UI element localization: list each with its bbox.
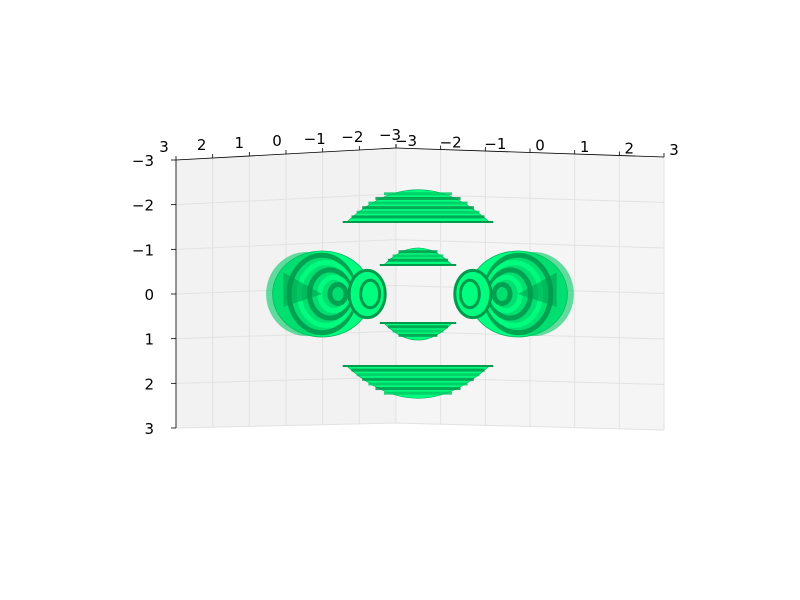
surface-cap-band (351, 368, 485, 372)
x-tick-label: 3 (669, 141, 679, 159)
surface-lobe-wedge (283, 272, 322, 307)
surface-lobe-bulb-ring (359, 278, 382, 310)
surface-cap-band (368, 382, 468, 386)
grid-line-horizontal (175, 284, 665, 295)
y-tick-label: 2 (197, 136, 207, 154)
surface-cap-band (368, 201, 468, 205)
z-tick-label: 2 (144, 375, 154, 393)
y-tick-label: −2 (341, 128, 363, 146)
surface-cap (342, 189, 494, 223)
surface-cap-band (375, 196, 461, 200)
axis-ticks: −3 −2 −1 0 1 2 3 −3 −2 −1 0 1 2 3 −3 −2 −1 0 1 2 3 (132, 126, 679, 438)
grid-line-horizontal (175, 422, 665, 431)
x-tick-label: −2 (440, 134, 462, 152)
y-tick-label: 0 (272, 132, 282, 150)
surface-lobe (453, 250, 574, 338)
surface-lobe-ring (327, 282, 349, 306)
y-tick-label: −1 (304, 130, 326, 148)
x-tick-label: 1 (580, 138, 590, 156)
x-tick-label: −3 (395, 132, 417, 150)
surface-cap-band (351, 215, 485, 219)
z-tick-label: 0 (144, 286, 154, 304)
surface-cap-band (362, 377, 474, 381)
z-tick-label: 3 (144, 420, 154, 438)
x-tick-label: −1 (484, 135, 506, 153)
y-tick-label: 3 (159, 138, 169, 156)
y-tick-label: 1 (235, 134, 245, 152)
surface-cap-band (383, 192, 453, 196)
grid-line-horizontal (175, 239, 665, 250)
surface-cap-band (375, 387, 461, 391)
z-tick-label: 1 (144, 331, 154, 349)
z-tick-label: −1 (132, 241, 154, 259)
surface-cap-band (383, 391, 453, 395)
y-tick-label: −3 (379, 126, 401, 144)
x-tick-label: 2 (625, 140, 635, 158)
surface-cap (342, 365, 494, 399)
surface-lobe-wedge (518, 272, 557, 307)
surface-cap-band (387, 258, 449, 262)
x-tick-label: 0 (535, 137, 545, 155)
surface-cap-band (392, 329, 444, 333)
surface-cap-band (398, 333, 438, 337)
surface-cap-band (362, 206, 474, 210)
z-tick-label: −3 (132, 152, 154, 170)
surface-3d (266, 189, 574, 399)
surface-cap-band (356, 210, 480, 214)
surface-cap (379, 322, 457, 341)
surface-lobe-bulb-ring (458, 278, 481, 310)
surface-cap (379, 247, 457, 266)
surface-cap-band (356, 373, 480, 377)
surface-lobe (266, 250, 387, 338)
surface-cap-band (398, 250, 438, 254)
surface-cap-band (387, 325, 449, 329)
z-tick-label: −2 (132, 197, 154, 215)
surface-cap-band (392, 254, 444, 258)
surface-lobe-ring (491, 282, 513, 306)
